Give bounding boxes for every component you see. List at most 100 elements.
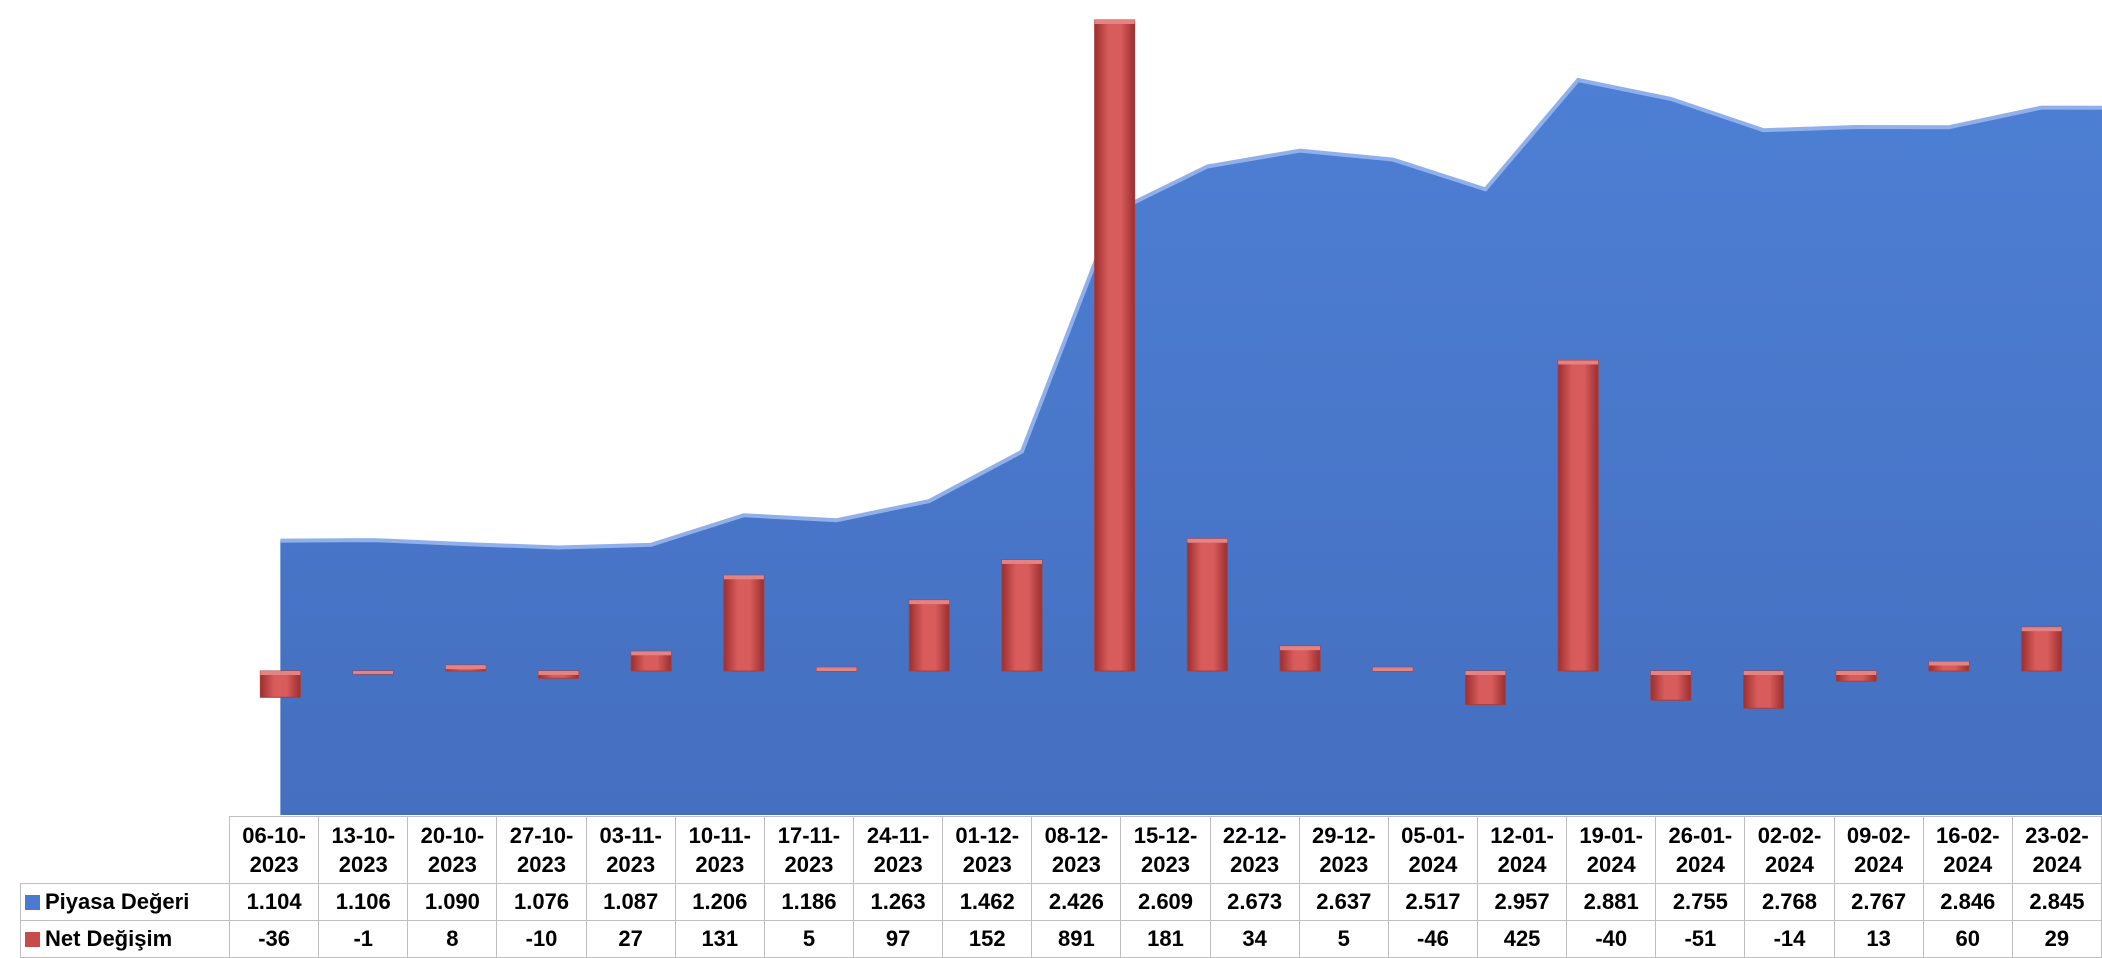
category-label: 12-01- 2024: [1476, 816, 1568, 884]
category-label: 22-12- 2023: [1209, 816, 1300, 884]
bar-cap: [631, 651, 672, 656]
category-label: 26-01- 2024: [1655, 816, 1746, 884]
bar-cap: [1558, 360, 1599, 365]
value-piyasa-degeri: 1.104: [229, 883, 320, 921]
value-piyasa-degeri: 2.426: [1031, 883, 1122, 921]
value-net-degisim: 5: [1298, 920, 1389, 958]
value-net-degisim: 34: [1209, 920, 1300, 958]
value-net-degisim: 29: [2011, 920, 2102, 958]
value-net-degisim: -36: [229, 920, 320, 958]
value-net-degisim: 131: [674, 920, 765, 958]
category-label: 02-02- 2024: [1744, 816, 1835, 884]
series-name: Piyasa Değeri: [45, 889, 190, 914]
series-name: Net Değişim: [45, 926, 173, 951]
bar-net-degisim: [1279, 645, 1321, 672]
value-piyasa-degeri: 1.186: [763, 883, 855, 921]
bar-cap: [2021, 627, 2062, 632]
category-label: 05-01- 2024: [1387, 816, 1479, 884]
bar-net-degisim: [1001, 559, 1043, 672]
value-piyasa-degeri: 1.090: [407, 883, 498, 921]
bar-cap: [538, 671, 579, 675]
bar-net-degisim: [259, 670, 301, 698]
area-piyasa-degeri: [280, 80, 2102, 815]
value-piyasa-degeri: 2.637: [1298, 883, 1389, 921]
value-piyasa-degeri: 2.609: [1120, 883, 1211, 921]
category-label: 13-10- 2023: [318, 816, 409, 884]
category-label: 06-10- 2023: [229, 816, 320, 884]
category-label: 09-02- 2024: [1833, 816, 1924, 884]
value-piyasa-degeri: 1.076: [496, 883, 587, 921]
value-net-degisim: -10: [496, 920, 587, 958]
value-piyasa-degeri: 2.846: [1922, 883, 2013, 921]
bar-cap: [353, 671, 394, 674]
table-row: Net Değişim -36 -1 8 -10 27 131 5 97 152 891 181 34 5…: [19, 920, 2102, 958]
bar-cap: [1280, 646, 1321, 651]
legend-swatch: [25, 932, 40, 947]
value-piyasa-degeri: 1.106: [318, 883, 409, 921]
bar-net-degisim: [2021, 626, 2063, 672]
bar-cap: [1372, 667, 1413, 671]
value-net-degisim: 97: [853, 920, 944, 958]
bar-cap: [1465, 671, 1506, 675]
category-label: 23-02- 2024: [2011, 816, 2102, 884]
bar-net-degisim: [723, 574, 765, 672]
bar-net-degisim: [908, 599, 950, 672]
bar-net-degisim: [1094, 19, 1136, 672]
chart-plot: [259, 19, 2102, 815]
value-piyasa-degeri: 2.957: [1476, 883, 1568, 921]
value-net-degisim: 60: [1922, 920, 2013, 958]
bar-cap: [1836, 671, 1877, 675]
category-label: 20-10- 2023: [407, 816, 498, 884]
value-net-degisim: -1: [318, 920, 409, 958]
value-piyasa-degeri: 1.206: [674, 883, 765, 921]
table-row: Piyasa Değeri 1.104 1.106 1.090 1.076 1.087 1.…: [19, 883, 2102, 921]
value-net-degisim: 13: [1833, 920, 1924, 958]
value-net-degisim: -51: [1655, 920, 1746, 958]
bar-cap: [723, 575, 764, 580]
area-top-edge: [280, 77, 2102, 550]
value-net-degisim: 27: [585, 920, 676, 958]
value-piyasa-degeri: 2.768: [1744, 883, 1835, 921]
category-label: 03-11- 2023: [585, 816, 676, 884]
bar-cap: [1094, 20, 1135, 24]
value-piyasa-degeri: 1.087: [585, 883, 676, 921]
category-label: 24-11- 2023: [853, 816, 944, 884]
bar-cap: [909, 600, 950, 605]
bar-net-degisim: [1464, 670, 1506, 706]
bar-cap: [816, 667, 857, 671]
bar-cap: [1650, 671, 1691, 675]
bar-cap: [1187, 538, 1228, 543]
bar-net-degisim: [1186, 538, 1228, 672]
value-net-degisim: 425: [1476, 920, 1568, 958]
category-label: 01-12- 2023: [942, 816, 1033, 884]
value-piyasa-degeri: 2.755: [1655, 883, 1746, 921]
bar-net-degisim: [1650, 670, 1692, 701]
value-piyasa-degeri: 1.263: [853, 883, 944, 921]
value-piyasa-degeri: 2.673: [1209, 883, 1300, 921]
value-net-degisim: 5: [763, 920, 855, 958]
category-label: 17-11- 2023: [763, 816, 855, 884]
bar-cap: [1928, 661, 1969, 666]
value-net-degisim: 181: [1120, 920, 1211, 958]
legend-swatch: [25, 895, 40, 910]
value-net-degisim: -40: [1566, 920, 1657, 958]
bar-net-degisim: [1557, 359, 1599, 672]
value-piyasa-degeri: 1.462: [942, 883, 1033, 921]
value-piyasa-degeri: 2.517: [1387, 883, 1479, 921]
category-label: 27-10- 2023: [496, 816, 587, 884]
bar-net-degisim: [1743, 670, 1785, 709]
table-corner: [21, 817, 230, 884]
value-piyasa-degeri: 2.881: [1566, 883, 1657, 921]
category-label: 16-02- 2024: [1922, 816, 2013, 884]
category-label: 29-12- 2023: [1298, 816, 1389, 884]
bar-cap: [1001, 559, 1042, 564]
category-label: 10-11- 2023: [674, 816, 765, 884]
category-label: 08-12- 2023: [1031, 816, 1122, 884]
category-label: 19-01- 2024: [1566, 816, 1657, 884]
value-piyasa-degeri: 2.767: [1833, 883, 1924, 921]
value-net-degisim: 891: [1031, 920, 1122, 958]
value-piyasa-degeri: 2.845: [2011, 883, 2102, 921]
category-label: 15-12- 2023: [1120, 816, 1211, 884]
legend-entry: Net Değişim: [19, 920, 231, 958]
bar-cap: [1743, 671, 1784, 675]
